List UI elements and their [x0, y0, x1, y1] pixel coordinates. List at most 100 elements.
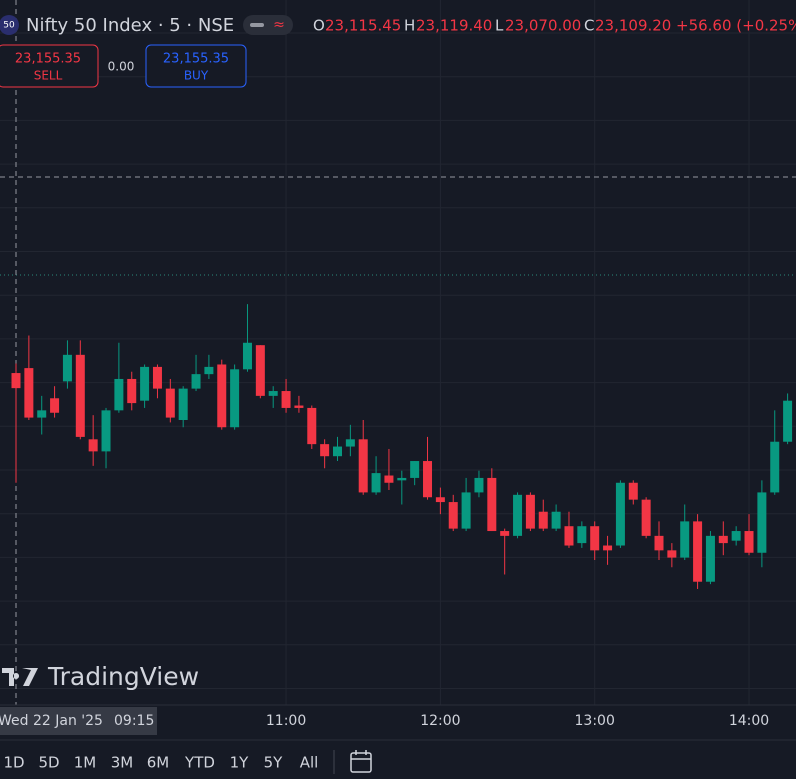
candle-body — [242, 342, 252, 370]
range-button[interactable]: 1M — [74, 754, 97, 772]
candle-body — [423, 461, 433, 498]
ohlc-value: 23,115.45 — [325, 17, 401, 35]
candle-body — [577, 526, 587, 544]
ohlc-value: 23,119.40 — [416, 17, 492, 35]
candle-body — [628, 482, 638, 500]
range-button[interactable]: 1D — [3, 754, 24, 772]
sell-label: SELL — [34, 69, 63, 83]
status-dot — [250, 23, 264, 27]
candle-body — [474, 477, 484, 493]
symbol-title[interactable]: Nifty 50 Index · 5 · NSE — [26, 15, 234, 36]
candle-body — [294, 405, 304, 408]
change: +56.60 (+0.25%) — [676, 17, 796, 35]
ohlc-label: H — [404, 17, 415, 35]
candle-body — [513, 494, 523, 536]
candle-body — [345, 439, 355, 447]
candle-body — [281, 391, 291, 408]
candle-body — [603, 545, 613, 551]
candle-body — [307, 407, 317, 445]
status-pill[interactable] — [243, 15, 293, 35]
candle-body — [397, 477, 407, 481]
candle-body — [371, 473, 381, 493]
ohlc-label: C — [584, 17, 594, 35]
status-wave: ≈ — [273, 17, 285, 33]
candle-body — [268, 391, 278, 396]
candle-body — [191, 374, 201, 389]
candle-body — [114, 378, 124, 411]
candle-body — [88, 439, 98, 452]
candle-body — [718, 535, 728, 544]
candle-body — [127, 378, 137, 404]
symbol-badge — [0, 15, 19, 35]
ohlc-value: 23,070.00 — [505, 17, 581, 35]
candle-body — [757, 492, 767, 553]
candle-body — [461, 492, 471, 529]
candle-body — [62, 354, 72, 382]
candle-body — [538, 511, 548, 529]
candle-body — [693, 521, 703, 582]
ohlc-value: 23,109.20 — [595, 17, 671, 35]
candle-body — [667, 550, 677, 558]
candle-body — [448, 502, 458, 529]
candle-body — [50, 398, 60, 413]
range-button[interactable]: YTD — [184, 754, 215, 772]
buy-label: BUY — [184, 69, 209, 83]
candle-body — [525, 494, 535, 529]
candle-body — [384, 475, 394, 483]
candle-body — [744, 531, 754, 553]
time-axis: 11:00 12:00 13:00 14:00 — [266, 713, 769, 729]
candle-body — [770, 441, 780, 493]
candle-body — [551, 511, 561, 529]
candle-body — [487, 477, 497, 532]
watermark-logo — [2, 668, 38, 686]
candle-body — [358, 439, 368, 493]
range-button[interactable]: 5D — [38, 754, 59, 772]
candle-body — [165, 388, 175, 418]
candle-body — [333, 446, 342, 457]
candle-body — [641, 499, 651, 536]
candle-body — [204, 366, 214, 375]
crosshair-date: Wed 22 Jan '25 — [0, 713, 103, 729]
buy-price: 23,155.35 — [163, 52, 229, 67]
candle-body — [500, 531, 510, 536]
candle-body — [435, 497, 445, 503]
candle-body — [615, 482, 625, 546]
candle-body — [152, 366, 162, 389]
sell-price: 23,155.35 — [15, 52, 81, 67]
candle-body — [101, 410, 111, 452]
candles — [11, 304, 793, 589]
candle-body — [731, 531, 741, 541]
range-toolbar: 1D 5D 1M 3M 6M YTD 1Y 5Y All — [3, 754, 318, 772]
ohlc-label: L — [495, 17, 504, 35]
date-range-icon[interactable] — [350, 750, 372, 773]
candle-body — [654, 535, 664, 551]
candle-body — [783, 400, 793, 442]
range-button[interactable]: 6M — [147, 754, 170, 772]
range-button[interactable]: 5Y — [264, 754, 284, 772]
range-button[interactable]: 3M — [111, 754, 134, 772]
buy-button[interactable] — [145, 44, 247, 88]
spread: 0.00 — [108, 60, 135, 74]
range-button[interactable]: 1Y — [230, 754, 250, 772]
candle-body — [230, 369, 240, 428]
candle-body — [590, 526, 600, 551]
ohlc-label: O — [313, 17, 325, 35]
candle-body — [705, 535, 715, 582]
candle-body — [680, 521, 690, 558]
crosshair-label-box — [0, 707, 157, 735]
candle-body — [320, 444, 330, 457]
crosshair-time: 09:15 — [114, 713, 154, 729]
candle-body — [410, 461, 420, 478]
candle-body — [11, 373, 21, 389]
candle-body — [217, 364, 227, 428]
range-button[interactable]: All — [300, 754, 319, 772]
candle-body — [140, 366, 150, 401]
badge-text: 50 — [3, 21, 15, 31]
x-tick-label: 14:00 — [729, 713, 769, 729]
x-tick-label: 13:00 — [575, 713, 615, 729]
sell-button[interactable] — [0, 44, 99, 88]
candle-body — [255, 345, 265, 396]
x-tick-label: 12:00 — [420, 713, 460, 729]
candle-body — [75, 354, 85, 437]
